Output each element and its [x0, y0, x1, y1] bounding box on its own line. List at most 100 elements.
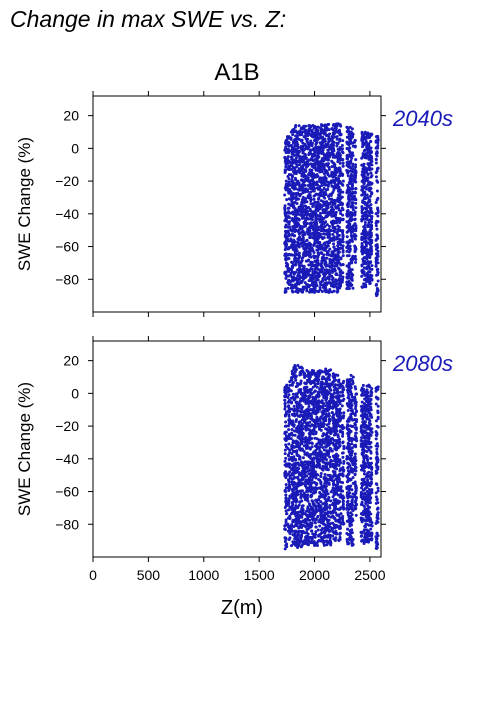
data-point	[335, 254, 339, 258]
data-point	[341, 244, 345, 248]
data-point	[300, 288, 304, 292]
data-point	[354, 224, 358, 228]
data-point	[296, 290, 300, 294]
data-point	[297, 124, 301, 128]
data-point	[286, 229, 290, 233]
data-point	[315, 393, 319, 397]
data-point	[300, 237, 304, 241]
data-point	[301, 147, 305, 151]
data-point	[346, 174, 350, 178]
data-point	[295, 221, 299, 225]
data-point	[350, 283, 354, 287]
data-point	[334, 278, 338, 282]
data-point	[340, 144, 344, 148]
data-point	[284, 391, 288, 395]
data-point	[310, 494, 314, 498]
data-point	[301, 186, 305, 190]
data-point	[296, 435, 300, 439]
data-point	[309, 157, 313, 161]
data-point	[292, 424, 296, 428]
y-tick-label: −80	[55, 516, 79, 532]
data-point	[329, 205, 333, 209]
data-point	[309, 190, 313, 194]
data-point	[368, 135, 372, 139]
data-point	[370, 277, 374, 281]
data-point	[365, 204, 369, 208]
data-point	[292, 187, 296, 191]
data-point	[319, 251, 323, 255]
data-point	[307, 173, 311, 177]
data-point	[310, 523, 314, 527]
data-point	[286, 257, 290, 261]
data-point	[325, 453, 329, 457]
data-point	[366, 264, 370, 268]
data-point	[289, 437, 293, 441]
data-point	[320, 531, 324, 535]
data-point	[325, 450, 329, 454]
data-point	[306, 190, 310, 194]
data-point	[323, 535, 327, 539]
data-point	[325, 240, 329, 244]
data-point	[348, 269, 352, 273]
data-point	[285, 512, 289, 516]
data-point	[341, 147, 345, 151]
data-point	[313, 153, 317, 157]
data-point	[347, 247, 351, 251]
data-point	[308, 132, 312, 136]
data-point	[289, 203, 293, 207]
data-point	[293, 494, 297, 498]
data-point	[338, 138, 342, 142]
y-tick-label: −60	[55, 484, 79, 500]
plot-frame	[92, 95, 382, 313]
data-point	[309, 255, 313, 259]
data-point	[337, 267, 341, 271]
data-point	[314, 234, 318, 238]
data-point	[284, 527, 288, 531]
data-point	[284, 544, 288, 548]
data-point	[369, 260, 373, 264]
x-tick-label: 500	[137, 567, 161, 583]
x-tick-label: 0	[89, 567, 97, 583]
data-point	[333, 213, 337, 217]
data-point	[310, 132, 314, 136]
data-point	[341, 275, 345, 279]
data-point	[284, 493, 288, 497]
data-point	[302, 135, 306, 139]
data-point	[294, 276, 298, 280]
data-point	[313, 377, 317, 381]
data-point	[293, 201, 297, 205]
data-point	[324, 498, 328, 502]
data-point	[300, 133, 304, 137]
data-point	[305, 467, 309, 471]
data-point	[302, 524, 306, 528]
data-point	[326, 211, 330, 215]
data-point	[287, 478, 291, 482]
data-point	[287, 508, 291, 512]
data-point	[294, 150, 298, 154]
data-point	[295, 153, 299, 157]
data-point	[283, 219, 287, 223]
data-point	[319, 405, 323, 409]
data-point	[300, 410, 304, 414]
data-point	[308, 518, 312, 522]
data-point	[304, 446, 308, 450]
data-point	[293, 207, 297, 211]
data-point	[284, 276, 288, 280]
x-axis-title: Z(m)	[221, 597, 263, 619]
data-point	[284, 165, 288, 169]
data-point	[308, 150, 312, 154]
data-point	[294, 449, 298, 453]
data-point	[310, 218, 314, 222]
data-point	[287, 442, 291, 446]
data-point	[322, 256, 326, 260]
data-point	[345, 280, 349, 284]
data-point	[309, 511, 313, 515]
data-point	[315, 130, 319, 134]
data-point	[360, 264, 364, 268]
data-point	[365, 218, 369, 222]
data-point	[338, 192, 342, 196]
data-point	[319, 269, 323, 273]
data-point	[303, 517, 307, 521]
data-point	[296, 536, 300, 540]
data-point	[292, 525, 296, 529]
